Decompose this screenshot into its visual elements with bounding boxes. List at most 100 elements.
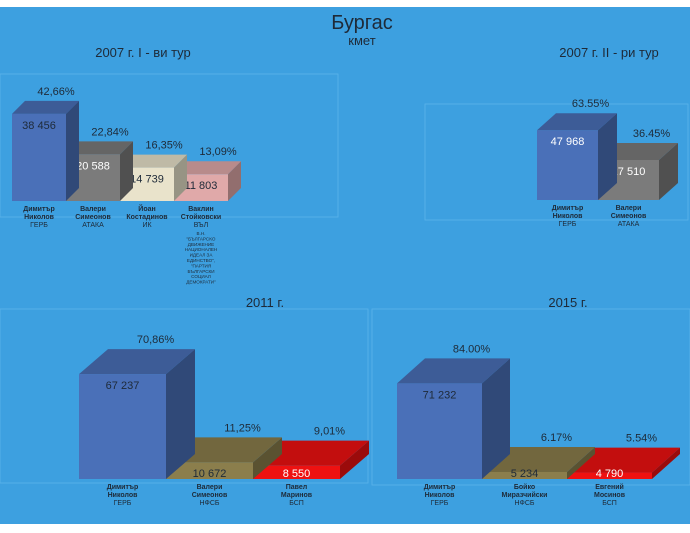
candidate-name: Стойковски — [181, 213, 222, 221]
bar-top — [79, 349, 195, 375]
chart-frame — [0, 308, 369, 484]
data-label: 10 672 — [193, 468, 227, 480]
bar-front — [482, 471, 567, 479]
bar-front — [567, 472, 652, 479]
chart-title: 2007 г. II - ри тур — [559, 45, 658, 60]
data-label: 47 968 — [551, 136, 585, 148]
page-title: Бургас — [331, 12, 393, 34]
percent-label: 42,66% — [37, 86, 75, 98]
percent-label: 11,25% — [224, 422, 261, 434]
percent-label: 22,84% — [91, 126, 129, 138]
data-label: 11 803 — [185, 180, 218, 192]
candidate-name: Николов — [425, 492, 456, 499]
candidate-name: Николов — [24, 214, 55, 221]
party-label: НФСБ — [514, 500, 534, 507]
bar-top — [174, 161, 241, 175]
chart-frame — [371, 308, 690, 486]
candidate-name: Ваклин — [188, 206, 214, 213]
candidate-name: Валери — [197, 484, 223, 491]
bar-top — [397, 358, 510, 384]
candidate-note: В.Н. "БЪЛГАРСКО ДВИЖЕНИЕ НАЦИОНАЛЕН ИДЕАЛ ЗА… — [185, 231, 218, 285]
bar-side — [652, 447, 680, 479]
candidate-name: Павел — [286, 484, 307, 491]
chart-2: 2007 г. II - ри тур 27 510 36.45% ВалериСим… — [424, 45, 689, 228]
percent-label: 84.00% — [453, 343, 491, 355]
bar-side — [253, 437, 282, 479]
bar-front — [166, 462, 253, 479]
candidate-name: Симеонов — [192, 492, 228, 499]
bar — [79, 349, 195, 479]
party-label: АТАКА — [618, 221, 640, 228]
party-label: ГЕРБ — [559, 221, 577, 228]
candidate-name: Димитър — [23, 206, 55, 213]
bar-side — [166, 349, 195, 479]
bar-side — [174, 154, 187, 201]
percent-label: 36.45% — [633, 128, 671, 140]
candidate-name: Симеонов — [611, 213, 647, 220]
candidate-name: Бойко — [514, 483, 535, 491]
page-subtitle: кмет — [348, 33, 375, 48]
bar-front — [12, 113, 66, 201]
bar-side — [228, 161, 241, 201]
bar-top — [537, 113, 617, 131]
party-label: ГЕРБ — [30, 222, 48, 229]
data-label: 27 510 — [612, 166, 646, 178]
party-label: ИК — [142, 222, 152, 229]
bar-side — [66, 100, 79, 201]
party-label: ВЪЛ — [194, 222, 209, 229]
bar-top — [120, 154, 187, 168]
candidate-name: Маринов — [281, 492, 313, 499]
chart-frame — [0, 73, 339, 218]
chart-canvas: Бургас кмет 2007 г. I - ви тур 11 803 13,0… — [0, 12, 690, 507]
candidate-name: Димитър — [552, 205, 584, 212]
chart-1: 2007 г. I - ви тур 11 803 13,09% ВаклинСтой… — [0, 45, 339, 285]
bar-front — [397, 383, 482, 479]
data-label: 5 234 — [511, 468, 539, 480]
bar-front — [79, 374, 166, 479]
party-label: ГЕРБ — [114, 500, 132, 507]
bar-top — [598, 142, 678, 160]
party-label: БСП — [602, 500, 617, 507]
data-label: 8 550 — [283, 468, 311, 480]
percent-label: 9,01% — [314, 426, 345, 438]
candidate-name: Валери — [80, 206, 106, 213]
percent-label: 6.17% — [541, 432, 572, 444]
data-label: 14 739 — [130, 174, 164, 186]
party-label: НФСБ — [199, 500, 219, 507]
candidate-name: Симеонов — [75, 214, 111, 221]
percent-label: 13,09% — [199, 146, 237, 158]
chart-title: 2007 г. I - ви тур — [95, 45, 191, 60]
percent-label: 5.54% — [626, 433, 657, 445]
candidate-name: Димитър — [424, 484, 456, 491]
bar — [567, 447, 680, 479]
bar-side — [120, 141, 133, 201]
data-label: 4 790 — [596, 468, 624, 480]
data-label: 71 232 — [423, 389, 457, 401]
bar-front — [537, 130, 598, 200]
percent-label: 16,35% — [145, 140, 183, 152]
bar — [482, 446, 595, 479]
bar-side — [659, 142, 678, 200]
data-label: 38 456 — [22, 120, 56, 132]
candidate-name: Костадинов — [126, 214, 168, 221]
party-label: ГЕРБ — [431, 500, 449, 507]
candidate-name: Николов — [553, 213, 584, 220]
bar-top — [12, 100, 79, 114]
data-label: 67 237 — [106, 380, 140, 392]
bar — [397, 358, 510, 479]
chart-frame — [424, 103, 689, 221]
percent-label: 63.55% — [572, 98, 610, 110]
bar-side — [482, 358, 510, 479]
party-label: АТАКА — [82, 222, 104, 229]
candidate-name: Евгений — [595, 483, 624, 491]
bar-front — [253, 465, 340, 479]
bar — [537, 113, 617, 200]
bar-side — [340, 440, 369, 479]
bar-side — [598, 113, 617, 200]
party-label: БСП — [289, 500, 304, 507]
candidate-name: Йоан — [138, 204, 155, 213]
results-infographic: Бургас кмет 2007 г. I - ви тур 11 803 13,0… — [0, 7, 690, 524]
bar-side — [567, 446, 595, 479]
candidate-name: Николов — [108, 492, 139, 499]
